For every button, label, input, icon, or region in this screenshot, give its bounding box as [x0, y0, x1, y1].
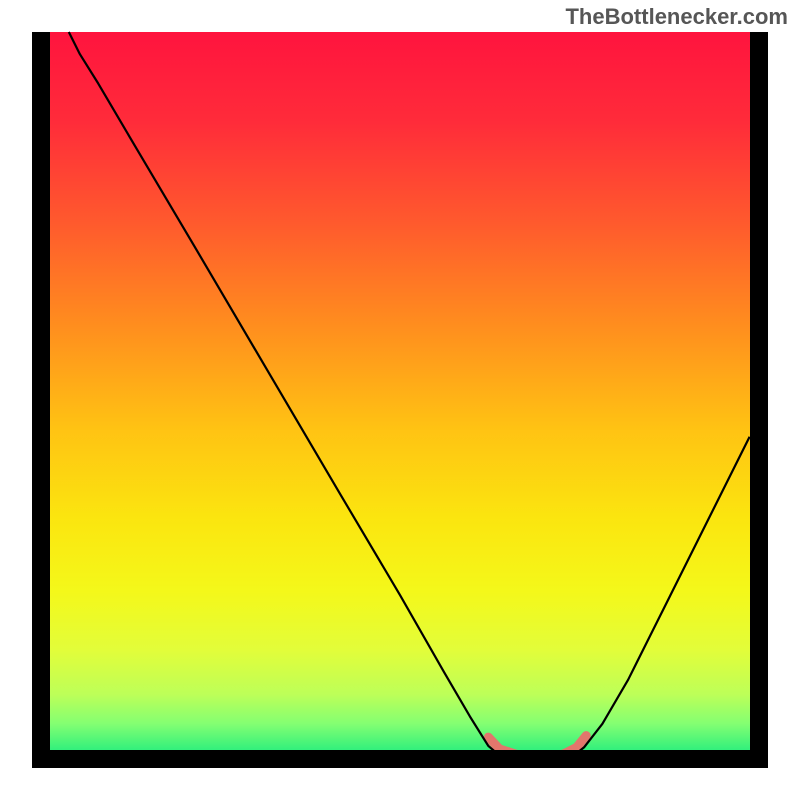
chart-curve-layer [32, 32, 768, 768]
curve-main [69, 32, 750, 762]
frame-border-left [32, 32, 50, 768]
chart-frame [32, 32, 768, 768]
frame-border-bottom [32, 750, 768, 768]
watermark-text: TheBottlenecker.com [565, 4, 788, 30]
frame-border-right [750, 32, 768, 768]
